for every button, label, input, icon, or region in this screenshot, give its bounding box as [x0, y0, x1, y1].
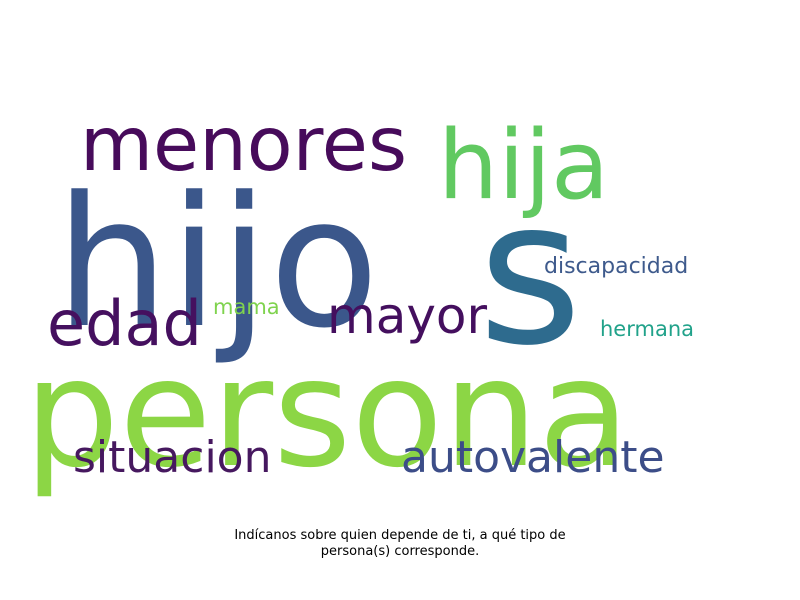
- word-menores: menores: [80, 100, 407, 188]
- word-discapacidad: discapacidad: [544, 254, 688, 279]
- word-mama: mama: [213, 295, 280, 319]
- word-hermana: hermana: [600, 317, 694, 341]
- word-s: s: [478, 157, 582, 390]
- word-mayor: mayor: [327, 287, 488, 345]
- word-autovalente: autovalente: [401, 432, 665, 483]
- word-situacion: situacion: [73, 432, 271, 483]
- word-hijo: hijo: [55, 159, 379, 368]
- caption-line-1: Indícanos sobre quien depende de ti, a q…: [234, 528, 566, 543]
- caption: Indícanos sobre quien depende de ti, a q…: [150, 528, 650, 560]
- word-persona: persona: [24, 327, 630, 501]
- word-hija: hija: [438, 111, 609, 221]
- caption-line-2: persona(s) corresponde.: [320, 544, 480, 559]
- word-edad: edad: [47, 287, 202, 360]
